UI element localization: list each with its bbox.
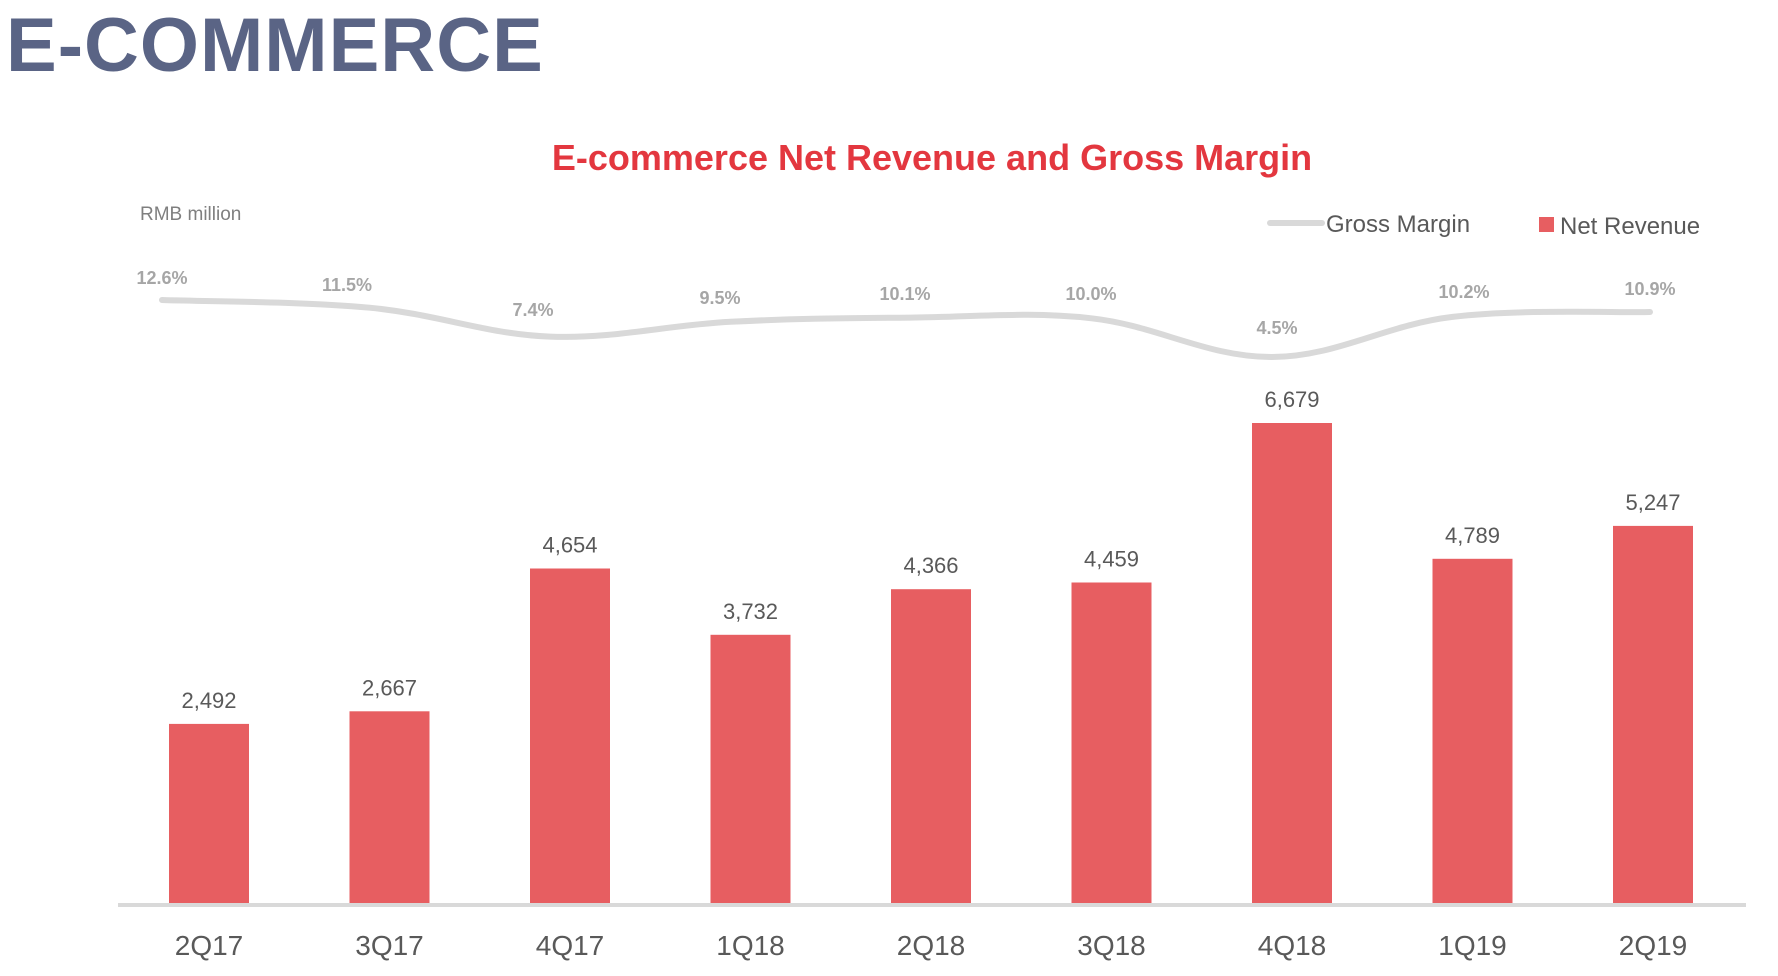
x-tick-2q18: 2Q18	[897, 930, 966, 961]
margin-label-1q18: 9.5%	[699, 288, 740, 308]
x-tick-1q18: 1Q18	[716, 930, 785, 961]
margin-label-2q19: 10.9%	[1624, 279, 1675, 299]
margin-label-4q17: 7.4%	[512, 300, 553, 320]
bar-1q18	[710, 634, 791, 903]
page-title: E-COMMERCE	[6, 3, 544, 88]
bar-4q18	[1252, 423, 1332, 903]
bar-value-label-4q17: 4,654	[542, 533, 597, 558]
bar-value-label-2q19: 5,247	[1625, 490, 1680, 515]
bar-2q19	[1613, 525, 1693, 903]
bar-value-label-3q17: 2,667	[362, 675, 417, 700]
margin-label-1q19: 10.2%	[1438, 282, 1489, 302]
unit-label: RMB million	[140, 204, 241, 225]
bar-value-label-1q19: 4,789	[1445, 523, 1500, 548]
x-tick-3q17: 3Q17	[355, 930, 424, 961]
legend: Gross Margin Net Revenue	[1267, 211, 1700, 240]
bar-3q17	[349, 711, 430, 903]
net-revenue-series: 2,492 2,667 4,654 3,732 4,366 4,459 6,679 4,789…	[169, 387, 1693, 903]
bar-1q19	[1432, 558, 1513, 903]
x-tick-1q19: 1Q19	[1438, 930, 1507, 961]
margin-label-3q18: 10.0%	[1065, 284, 1116, 304]
legend-net-revenue-swatch	[1539, 217, 1554, 232]
x-tick-2q19: 2Q19	[1619, 930, 1688, 961]
margin-label-3q17: 11.5%	[322, 275, 372, 295]
legend-gross-margin-label: Gross Margin	[1326, 211, 1470, 238]
bar-2q18	[891, 589, 971, 903]
bar-value-label-2q18: 4,366	[903, 553, 958, 578]
bar-value-label-4q18: 6,679	[1264, 387, 1319, 412]
legend-net-revenue-label: Net Revenue	[1560, 213, 1700, 240]
margin-label-4q18: 4.5%	[1256, 318, 1297, 338]
x-axis-ticks: 2Q17 3Q17 4Q17 1Q18 2Q18 3Q18 4Q18 1Q19 2Q19	[175, 930, 1688, 961]
x-tick-4q18: 4Q18	[1258, 930, 1327, 961]
bar-value-label-1q18: 3,732	[723, 599, 778, 624]
x-tick-4q17: 4Q17	[536, 930, 605, 961]
bar-value-label-3q18: 4,459	[1084, 547, 1139, 572]
chart-title: E-commerce Net Revenue and Gross Margin	[552, 137, 1312, 178]
gross-margin-line	[159, 297, 1653, 361]
x-tick-3q18: 3Q18	[1077, 930, 1146, 961]
bar-2q17	[169, 723, 249, 903]
gross-margin-series: 12.6% 11.5% 7.4% 9.5% 10.1% 10.0% 4.5% 10.2% 10.…	[136, 268, 1676, 361]
margin-label-2q17: 12.6%	[136, 268, 187, 288]
x-tick-2q17: 2Q17	[175, 930, 244, 961]
margin-label-2q18: 10.1%	[879, 284, 930, 304]
bar-4q17	[530, 568, 610, 903]
bar-value-label-2q17: 2,492	[181, 688, 236, 713]
bar-3q18	[1071, 582, 1152, 903]
